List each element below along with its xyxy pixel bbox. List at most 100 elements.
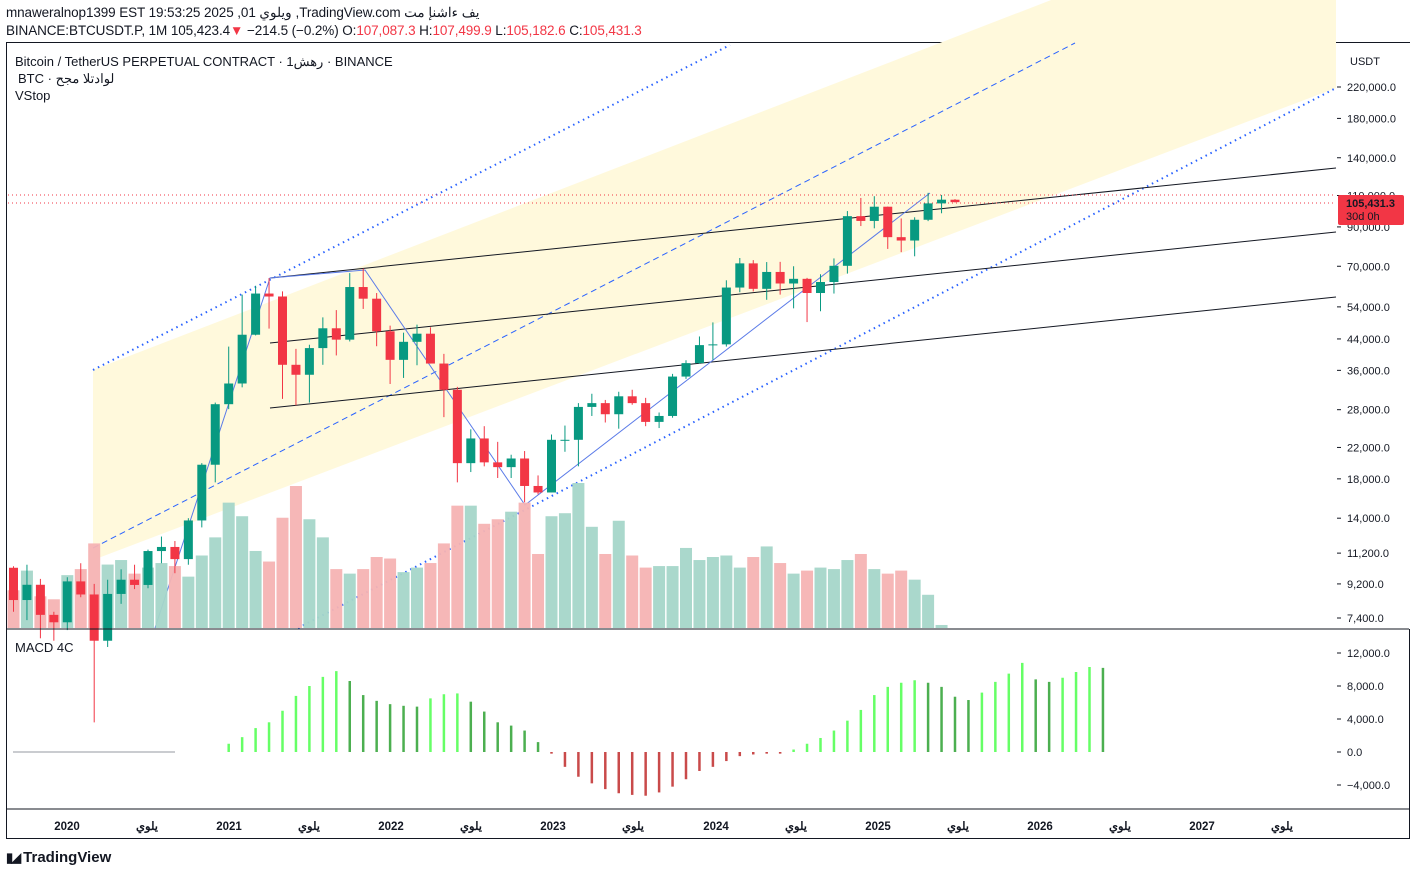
ohlc-header: BINANCE:BTCUSDT.P, 1M 105,423.4▼ −214.5 … [6,23,642,38]
price-change: −214.5 (−0.2%) [246,23,339,38]
high-label: H: [419,23,433,38]
volume-bar [370,557,383,628]
symbol-interval[interactable]: BINANCE:BTCUSDT.P, 1M [6,23,168,38]
candle-body [789,278,799,284]
volume-bar [532,553,545,628]
candle-body [748,263,758,289]
candle-body [237,334,247,384]
volume-bar [289,486,302,628]
vstop-legend[interactable]: VStop [15,88,51,103]
volume-bar [666,566,679,628]
time-axis-label: يلوي [622,820,645,834]
candle-body [520,458,530,486]
volume-bar [478,523,491,628]
candle-body [143,551,153,585]
volume-bar [760,546,773,628]
price-tick-label: 220,000.0 [1347,82,1396,94]
price-tick-label: 11,200.0 [1347,548,1389,560]
candle-body [816,282,825,294]
candle-body [22,584,32,601]
last-price: 105,423.4 [170,23,231,38]
candle-body [291,364,301,375]
volume-bar [545,516,558,628]
volume-bar [249,550,262,628]
channel-mid-line [92,42,1076,549]
down-arrow-icon: ▼ [230,23,244,38]
volume-bar [491,519,504,628]
volume-bar [236,516,249,628]
candle-body [264,293,274,297]
chart-title[interactable]: Bitcoin / TetherUS PERPETUAL CONTRACT · … [15,54,393,69]
volume-bar [316,537,329,628]
candle-body [735,263,745,288]
volume-bar [168,566,181,628]
price-tick-label: 140,000.0 [1347,153,1396,165]
candle-body [318,328,328,349]
tradingview-logo[interactable]: ▮◢ TradingView [6,849,111,866]
brand-name: TradingView [23,849,112,866]
candle-body [331,328,341,340]
volume-bar [693,560,706,628]
price-tick-label: 14,000.0 [1347,513,1390,525]
volume-bar [720,555,733,628]
price-tick-label: 7,400.0 [1347,613,1384,625]
volume-bar [397,572,410,628]
candle-body [708,344,718,346]
candle-body [385,331,395,360]
time-axis-label: 2026 [1027,821,1053,833]
candle-body [130,579,140,585]
volume-bar [895,570,908,628]
volume-bar [464,505,477,628]
volume-bar [787,573,800,628]
volume-bar [827,569,840,628]
volume-legend[interactable]: BTC · لوادتلا مجح [18,71,115,86]
candle-body [197,464,207,521]
candle-body [183,520,193,560]
candle-body [278,296,287,365]
time-axis-label: يلوي [460,820,483,834]
volume-bar [626,555,639,628]
candle-body [950,199,960,203]
volume-bar [585,526,598,628]
volume-bar [209,537,222,628]
macd-tick-label: 12,000.0 [1347,648,1390,660]
volume-bar [155,563,168,628]
time-axis-label: يلوي [1109,820,1132,834]
volume-bar [276,517,289,628]
volume-bar [639,567,652,628]
candle-body [627,396,637,404]
candle-body [560,439,570,441]
volume-bar [814,567,827,628]
time-axis-label: 2023 [540,821,566,833]
macd-tick-label: 0.0 [1347,747,1362,759]
candle-body [587,403,597,407]
low-value: 105,182.6 [506,23,566,38]
candle-body [937,199,947,204]
price-tick-label: 70,000.0 [1347,261,1390,273]
candle-body [842,216,852,266]
candle-body [600,403,610,415]
candle-body [156,546,166,552]
volume-bar [424,563,437,628]
candle-body [923,203,933,220]
candle-body [210,404,220,465]
volume-bar [222,502,235,628]
volume-bar [774,563,787,628]
time-axis-label: يلوي [1271,820,1294,834]
volume-bar [706,557,719,628]
macd-tick-label: −4,000.0 [1347,780,1390,792]
candle-body [896,237,906,241]
candle-body [762,271,772,289]
candle-body [224,383,234,405]
volume-bar [411,567,423,628]
candle-body [89,594,99,641]
volume-bar [922,594,935,628]
volume-bar [572,483,585,628]
candle-body [9,567,18,601]
volume-bar [908,579,921,628]
candle-body [802,278,812,294]
macd-legend[interactable]: MACD 4C [15,640,74,655]
candle-body [829,265,839,283]
volume-bar [801,570,814,628]
